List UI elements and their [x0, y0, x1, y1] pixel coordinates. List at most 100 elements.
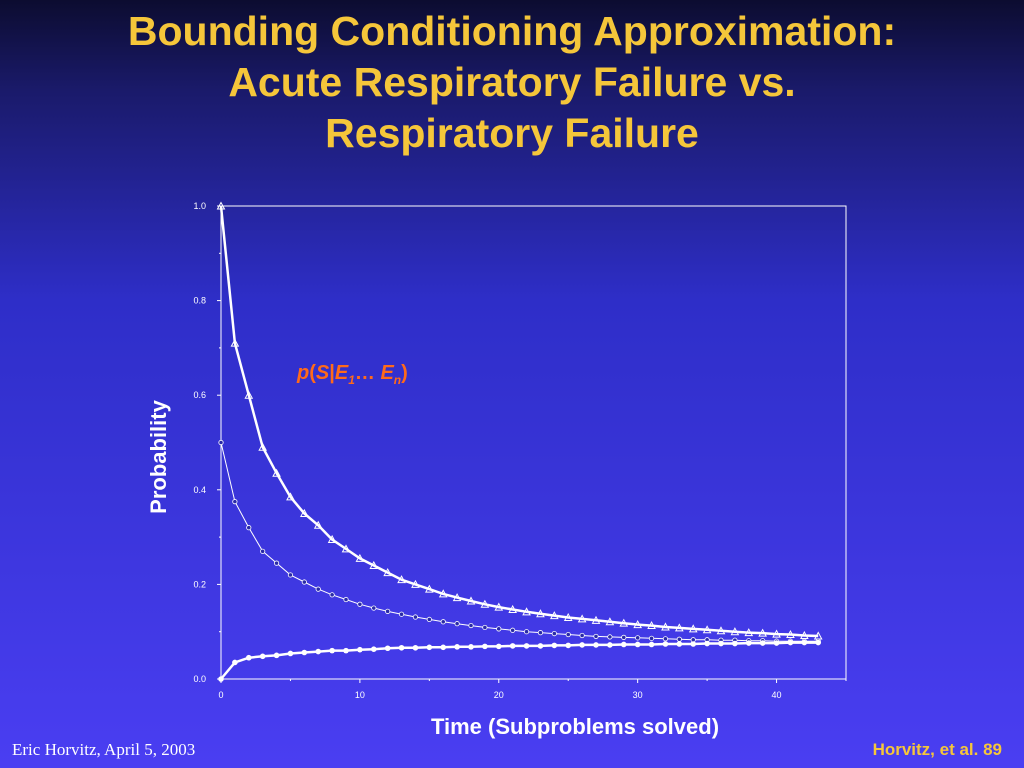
- data-point: [398, 644, 405, 651]
- data-point: [522, 607, 531, 616]
- data-point: [343, 596, 349, 603]
- data-point: [787, 639, 794, 646]
- y-tick-label: 0.2: [193, 579, 206, 589]
- data-point: [579, 632, 585, 639]
- probability-annotation: p(S|E1… En): [297, 362, 408, 387]
- data-point: [509, 643, 516, 649]
- data-point: [621, 634, 627, 640]
- data-point: [730, 627, 740, 636]
- data-point: [674, 623, 684, 632]
- data-point: [299, 508, 309, 517]
- data-point: [385, 608, 391, 614]
- data-point: [466, 596, 476, 605]
- data-point: [563, 612, 573, 622]
- data-point: [662, 641, 669, 647]
- x-axis-label: Time (Subproblems solved): [430, 714, 720, 739]
- data-point: [494, 602, 504, 611]
- data-point: [704, 640, 710, 647]
- data-point: [371, 605, 377, 611]
- data-point: [260, 548, 266, 554]
- data-point: [232, 499, 238, 505]
- data-point: [258, 442, 268, 451]
- data-point: [634, 641, 641, 648]
- annotation-subn: n: [393, 373, 402, 387]
- data-point: [341, 544, 351, 553]
- data-point: [759, 640, 766, 646]
- data-point: [551, 642, 558, 649]
- data-point: [468, 622, 474, 629]
- annotation-en: E: [380, 362, 394, 384]
- x-tick-label: 0: [218, 690, 223, 700]
- x-tick-label: 30: [633, 690, 643, 700]
- data-point: [383, 568, 393, 577]
- data-point: [370, 646, 377, 653]
- plot-frame: [220, 205, 847, 680]
- data-point: [732, 640, 738, 647]
- data-point: [452, 593, 462, 602]
- data-point: [286, 492, 295, 501]
- data-point: [620, 641, 627, 648]
- data-point: [801, 639, 808, 646]
- data-point: [605, 617, 615, 626]
- data-point: [216, 201, 226, 210]
- data-point: [565, 631, 571, 638]
- y-tick-label: 0.0: [193, 674, 206, 684]
- data-point: [244, 390, 254, 399]
- data-point: [313, 520, 323, 529]
- data-point: [343, 647, 349, 654]
- data-point: [508, 604, 518, 613]
- data-point: [718, 640, 724, 647]
- annotation-dots: …: [354, 362, 381, 384]
- data-point: [773, 640, 780, 646]
- data-point: [510, 627, 516, 633]
- data-point: [426, 616, 432, 623]
- y-tick-label: 0.6: [193, 390, 206, 400]
- data-point: [245, 654, 252, 661]
- data-point: [772, 629, 781, 638]
- data-point: [619, 618, 629, 627]
- annotation-close: ): [401, 362, 408, 384]
- data-point: [273, 652, 280, 659]
- data-point: [412, 644, 419, 651]
- series-line-3: [220, 641, 819, 680]
- x-tick-label: 40: [772, 690, 782, 700]
- data-point: [591, 615, 601, 624]
- data-point: [301, 649, 308, 656]
- series-line-1: [219, 205, 819, 638]
- data-point: [329, 647, 335, 654]
- data-point: [635, 635, 641, 641]
- footer-author: Eric Horvitz, April 5, 2003: [12, 740, 196, 759]
- annotation-open: (: [309, 362, 316, 384]
- data-point: [537, 630, 544, 636]
- data-point: [523, 629, 530, 635]
- annotation-s: S: [315, 362, 330, 384]
- x-tick-label: 10: [355, 690, 365, 700]
- footer-citation: Horvitz, et al. 89: [872, 740, 1002, 759]
- data-point: [815, 639, 822, 646]
- data-point: [355, 553, 365, 562]
- data-point: [411, 579, 420, 588]
- data-point: [536, 609, 545, 618]
- y-axis-label: Probability: [146, 400, 171, 514]
- data-point: [482, 624, 488, 631]
- data-point: [577, 614, 587, 623]
- data-point: [398, 611, 405, 617]
- data-point: [426, 644, 433, 651]
- data-point: [287, 650, 294, 657]
- y-tick-label: 1.0: [193, 201, 206, 211]
- data-point: [301, 579, 307, 585]
- data-point: [593, 633, 599, 640]
- data-point: [662, 636, 669, 642]
- data-point: [315, 586, 321, 592]
- slide-title: Bounding Conditioning Approximation: Acu…: [127, 8, 897, 156]
- data-point: [648, 635, 655, 641]
- data-point: [454, 621, 460, 627]
- data-point: [272, 468, 281, 477]
- data-point: [384, 645, 391, 652]
- data-point: [549, 611, 559, 620]
- data-point: [232, 659, 238, 666]
- y-tick-label: 0.4: [193, 485, 206, 495]
- data-point: [661, 622, 670, 631]
- data-point: [495, 643, 502, 650]
